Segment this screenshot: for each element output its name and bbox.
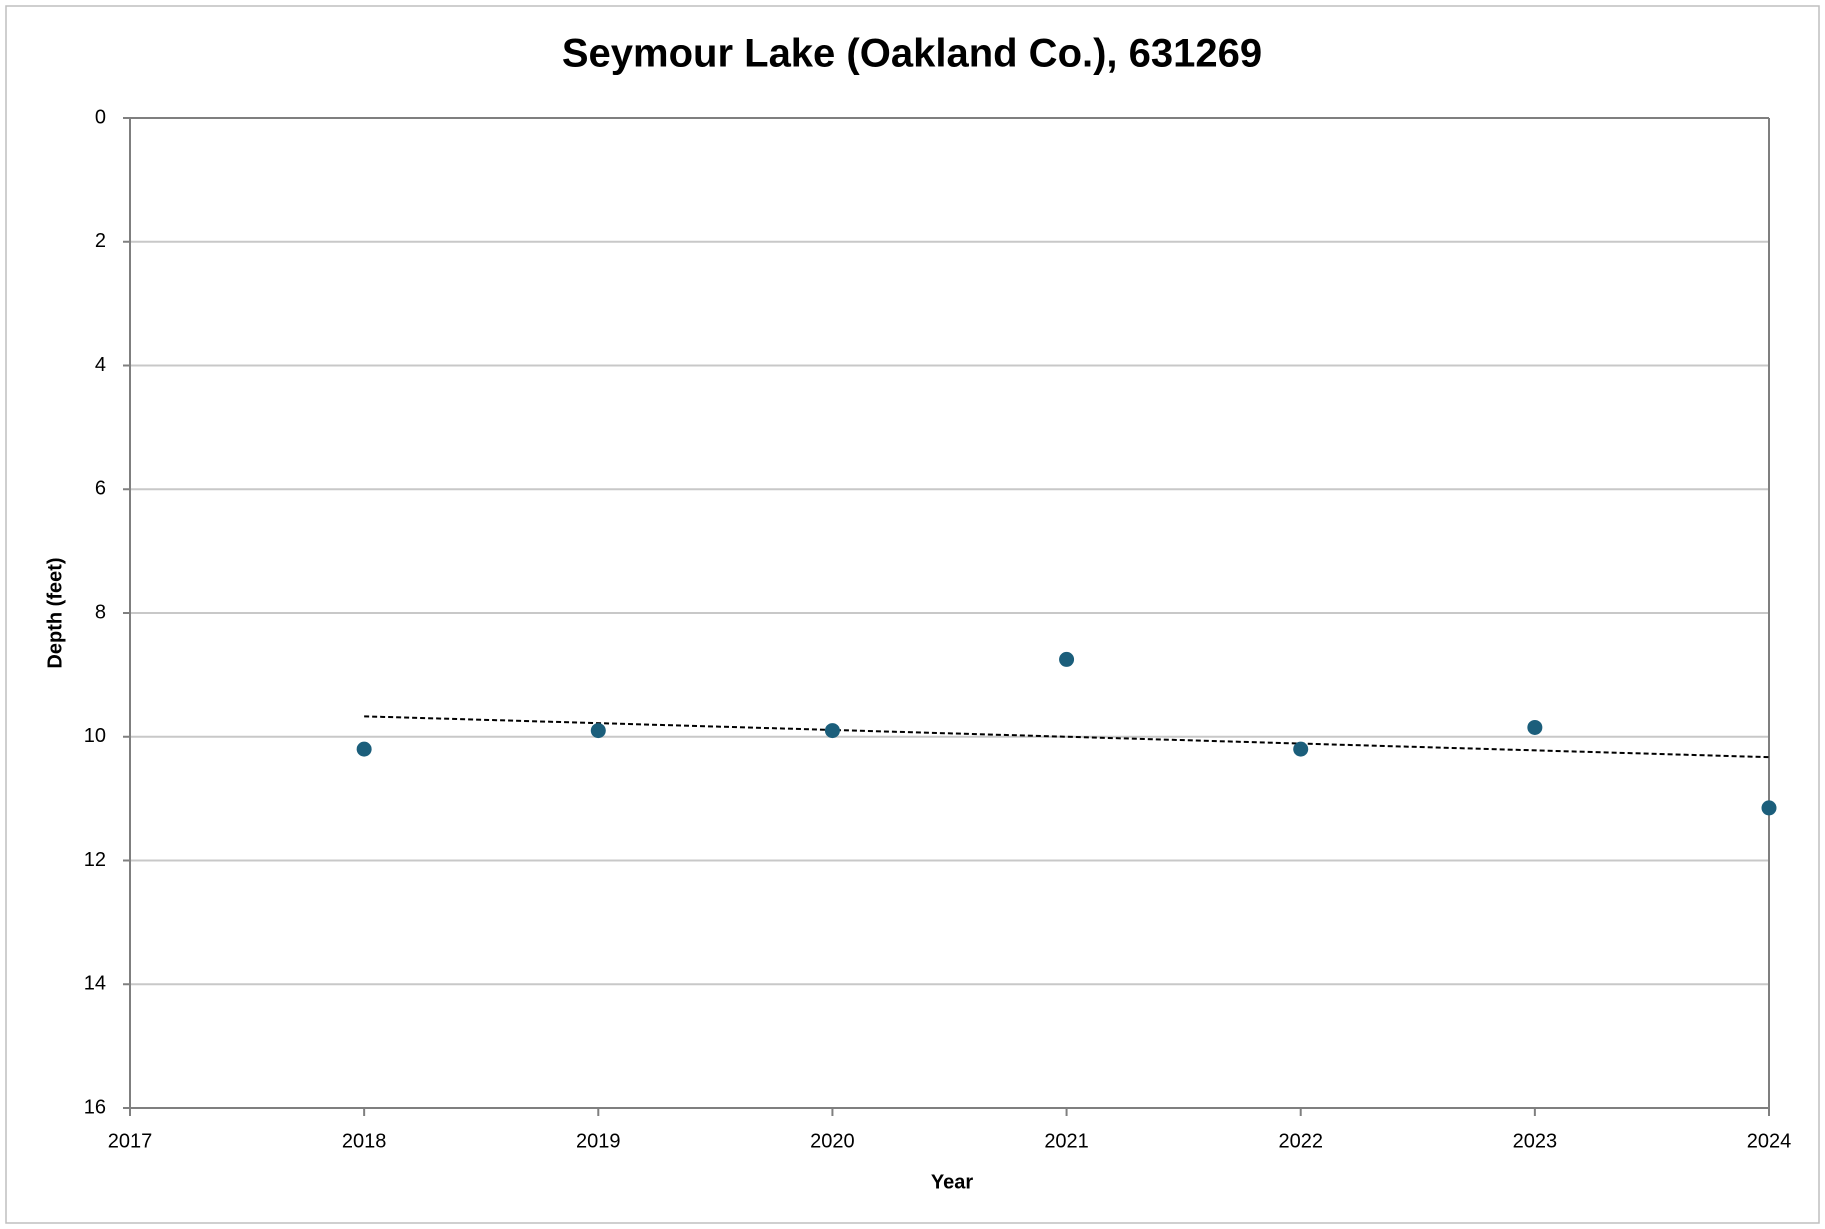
y-tick-label: 2: [95, 230, 106, 252]
x-axis-label: Year: [931, 1171, 973, 1193]
y-tick-label: 4: [95, 354, 106, 376]
data-point: [1059, 651, 1075, 667]
y-tick-label: 14: [84, 973, 106, 995]
x-tick-label: 2021: [1044, 1130, 1089, 1152]
x-tick-label: 2019: [576, 1130, 621, 1152]
y-tick-label: 16: [84, 1096, 106, 1118]
data-point: [590, 723, 606, 739]
y-tick-label: 8: [95, 601, 106, 623]
data-point: [1761, 800, 1777, 816]
y-tick-label: 0: [95, 106, 106, 128]
x-tick-label: 2020: [810, 1130, 855, 1152]
y-tick-label: 12: [84, 849, 106, 871]
chart-title: Seymour Lake (Oakland Co.), 631269: [562, 32, 1262, 76]
x-tick-label: 2017: [108, 1130, 153, 1152]
data-point: [1293, 741, 1309, 757]
x-tick-label: 2018: [342, 1130, 387, 1152]
data-point: [356, 741, 372, 757]
y-axis-label: Depth (feet): [44, 557, 66, 668]
x-tick-label: 2022: [1278, 1130, 1323, 1152]
data-point: [1527, 719, 1543, 735]
y-tick-label: 10: [84, 725, 106, 747]
x-tick-label: 2023: [1513, 1130, 1558, 1152]
x-tick-label: 2024: [1747, 1130, 1792, 1152]
data-point: [824, 723, 840, 739]
y-tick-label: 6: [95, 478, 106, 500]
chart-border: [5, 5, 1820, 1224]
